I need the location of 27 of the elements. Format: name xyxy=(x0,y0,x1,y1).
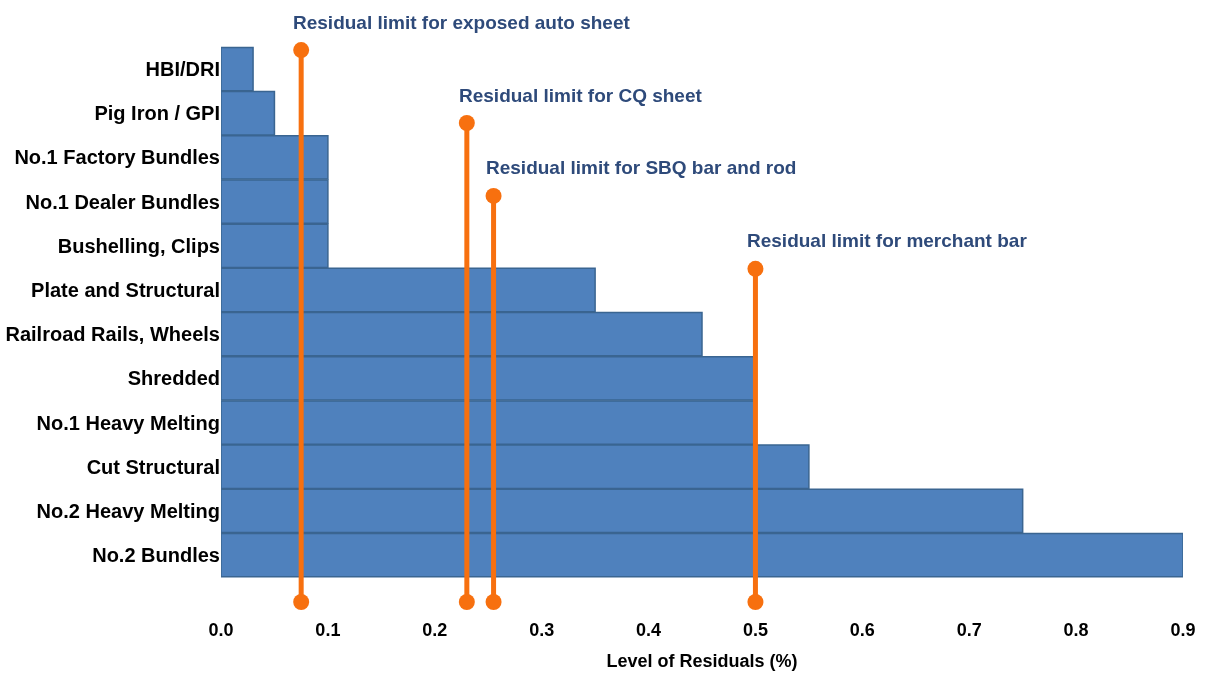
x-axis-title: Level of Residuals (%) xyxy=(606,651,798,672)
ref-line-label: Residual limit for SBQ bar and rod xyxy=(486,157,797,178)
y-tick-label: No.2 Heavy Melting xyxy=(36,499,220,522)
x-tick-label: 0.8 xyxy=(1063,620,1089,640)
ref-line-label: Residual limit for CQ sheet xyxy=(459,85,703,106)
x-tick-label: 0.7 xyxy=(956,620,982,640)
y-tick-label: Pig Iron / GPI xyxy=(94,102,220,125)
y-tick-label: Cut Structural xyxy=(86,455,220,478)
y-tick-label: HBI/DRI xyxy=(145,58,220,81)
y-tick-label: No.1 Factory Bundles xyxy=(14,146,220,169)
x-tick-label: 0.2 xyxy=(422,620,448,640)
x-tick-label: 0.0 xyxy=(208,620,234,640)
x-tick-label: 0.3 xyxy=(529,620,555,640)
ref-line-label: Residual limit for merchant bar xyxy=(747,230,1028,251)
x-tick-label: 0.6 xyxy=(849,620,875,640)
x-tick-label: 0.1 xyxy=(315,620,341,640)
y-tick-label: Railroad Rails, Wheels xyxy=(5,323,220,346)
y-tick-label: Plate and Structural xyxy=(31,279,220,302)
y-tick-label: No.1 Heavy Melting xyxy=(36,411,220,434)
x-tick-label: 0.4 xyxy=(636,620,662,640)
y-tick-label: Shredded xyxy=(127,367,220,390)
x-tick-label: 0.5 xyxy=(742,620,768,640)
ref-line-label: Residual limit for exposed auto sheet xyxy=(293,12,631,33)
y-tick-label: Bushelling, Clips xyxy=(57,234,220,257)
y-tick-label: No.2 Bundles xyxy=(92,544,220,567)
y-tick-label: No.1 Dealer Bundles xyxy=(25,190,220,213)
x-tick-label: 0.9 xyxy=(1170,620,1196,640)
